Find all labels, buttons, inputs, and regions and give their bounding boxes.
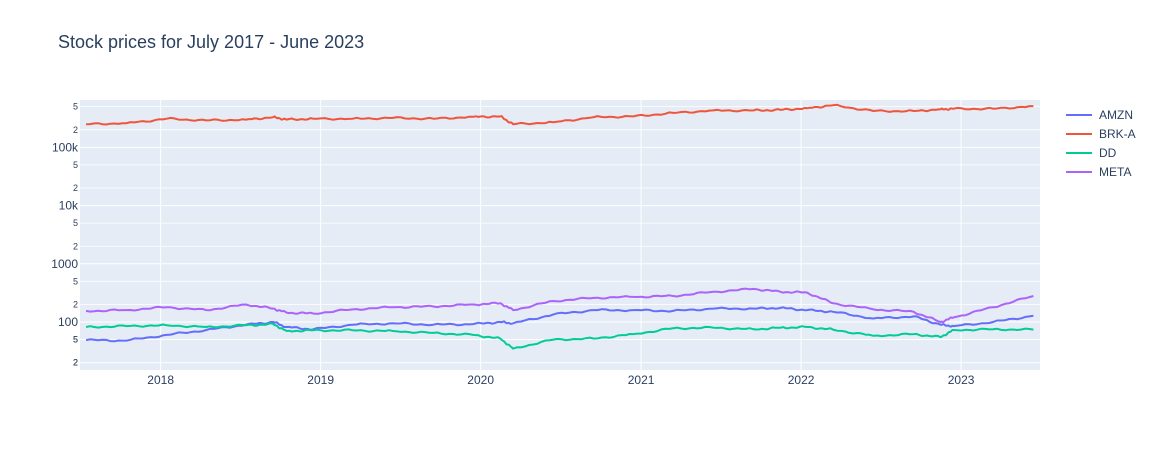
y-tick-label: 5 [73,218,78,228]
series-line-meta[interactable] [85,287,1034,324]
series-line-dd[interactable] [85,322,1034,350]
plot-background [80,100,1040,370]
series-line-brk-a[interactable] [86,103,1034,126]
x-tick-label: 2020 [467,373,494,387]
x-tick-label: 2018 [147,373,174,387]
y-tick-label: 5 [73,160,78,170]
y-tick-label: 5 [73,102,78,112]
x-axis-ticks: 2018 2019 2020 2021 2022 2023 [147,373,974,387]
x-tick-label: 2023 [948,373,975,387]
y-tick-label: 5 [73,335,78,345]
y-tick-label: 2 [73,183,78,193]
legend-label-brk-a[interactable]: BRK-A [1099,127,1136,141]
y-tick-label: 5 [73,276,78,286]
chart-title: Stock prices for July 2017 - June 2023 [58,32,365,52]
legend-label-meta[interactable]: META [1099,165,1131,179]
y-tick-label: 100 [58,315,78,329]
series-line-amzn[interactable] [85,306,1034,343]
y-tick-label: 2 [73,299,78,309]
y-tick-label: 2 [73,358,78,368]
x-tick-label: 2022 [788,373,815,387]
y-tick-label: 10k [59,199,79,213]
x-tick-label: 2019 [307,373,334,387]
y-tick-label: 2 [73,241,78,251]
legend-label-amzn[interactable]: AMZN [1099,108,1133,122]
y-tick-label: 1000 [51,257,78,271]
y-tick-label: 100k [52,140,79,154]
y-tick-label: 2 [73,125,78,135]
series-layer [85,103,1034,350]
y-tick-label: 2 [73,358,78,368]
grid-layer [80,100,1040,370]
y-tick-label: 5 [73,335,78,345]
legend-label-dd[interactable]: DD [1099,146,1117,160]
x-tick-label: 2021 [628,373,655,387]
legend[interactable]: AMZN BRK-A DD META [1066,108,1136,179]
